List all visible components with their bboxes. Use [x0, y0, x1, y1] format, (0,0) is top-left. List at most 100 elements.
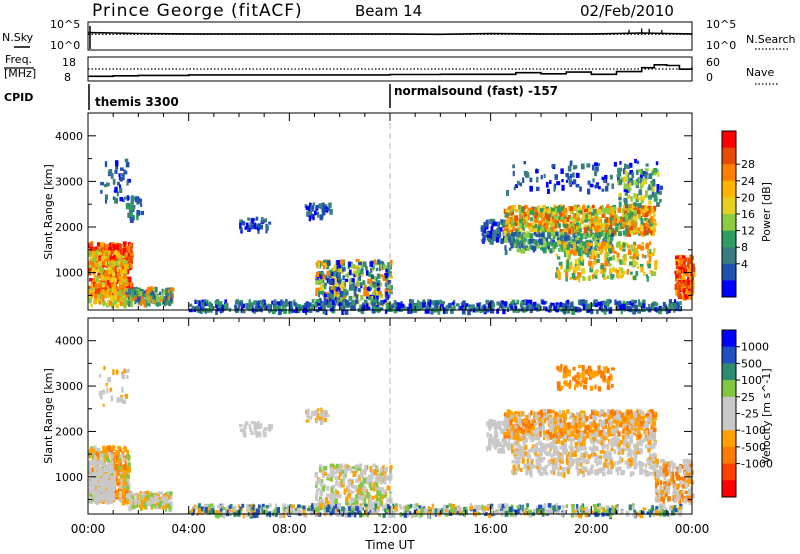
velocity-cell	[150, 492, 154, 497]
power-cell	[368, 281, 373, 288]
velocity-cell	[165, 495, 168, 501]
power-cell	[611, 183, 614, 189]
power-cell	[220, 309, 225, 313]
power-cell	[591, 251, 594, 258]
power-cell	[630, 180, 634, 185]
power-cell	[385, 307, 390, 311]
power-cell	[508, 224, 512, 229]
velocity-cell	[122, 446, 127, 451]
power-cell	[577, 206, 581, 213]
power-cell	[366, 306, 371, 310]
power-cell	[107, 268, 112, 275]
power-cell	[619, 259, 622, 265]
power-cell	[320, 261, 324, 267]
power-cell	[502, 302, 505, 308]
power-cell	[575, 183, 580, 188]
velocity-cell	[125, 369, 130, 374]
power-cell	[611, 246, 615, 253]
velocity-cell	[371, 495, 375, 500]
power-cell	[130, 281, 133, 288]
velocity-cell	[111, 464, 114, 470]
power-cell	[675, 274, 679, 278]
power-cell	[517, 235, 522, 240]
power-cell	[523, 219, 526, 225]
velocity-cell	[354, 464, 359, 468]
power-cell	[357, 288, 361, 292]
power-cell	[623, 254, 626, 259]
power-cell	[317, 262, 320, 268]
power-cell	[571, 181, 575, 185]
power-cell	[535, 234, 538, 238]
power-cell	[257, 300, 261, 305]
power-cell	[652, 230, 656, 236]
power-cell	[102, 267, 105, 272]
power-cell	[554, 174, 558, 180]
power-cell	[653, 222, 657, 226]
power-cell	[630, 220, 634, 226]
velocity-cell	[342, 472, 345, 477]
power-cell	[611, 255, 615, 261]
power-cell	[651, 189, 655, 196]
power-cell	[499, 302, 503, 309]
velocity-cell	[325, 413, 330, 418]
velocity-cell	[380, 476, 383, 481]
power-cell	[564, 269, 569, 273]
velocity-cell	[330, 503, 335, 507]
power-cell	[619, 161, 622, 165]
power-cell	[350, 305, 355, 310]
power-cell	[315, 292, 318, 297]
velocity-cell	[92, 459, 96, 465]
power-cell	[310, 213, 314, 220]
power-cell	[551, 207, 555, 212]
power-cell	[632, 305, 635, 309]
power-cell	[519, 214, 522, 220]
power-cell	[338, 279, 342, 286]
power-cell	[601, 248, 604, 254]
power-cell	[577, 222, 580, 227]
power-cell	[139, 300, 142, 307]
velocity-cell	[102, 483, 106, 489]
velocity-cell	[240, 506, 243, 511]
power-cell	[104, 161, 108, 168]
velocity-cell	[347, 485, 350, 490]
power-cell	[113, 294, 117, 300]
power-cell	[628, 261, 633, 266]
power-cell	[462, 300, 466, 305]
power-cell	[385, 296, 389, 301]
power-cell	[486, 231, 490, 235]
power-cell	[563, 238, 567, 242]
velocity-cell	[318, 467, 322, 472]
velocity-cell	[382, 513, 386, 518]
power-cell	[637, 205, 641, 212]
power-cell	[652, 212, 656, 217]
power-cell	[605, 251, 609, 257]
power-cell	[648, 173, 653, 179]
power-cell	[647, 211, 650, 216]
power-cell	[688, 290, 693, 295]
power-cell	[677, 255, 682, 260]
power-cell	[519, 205, 522, 211]
power-cell	[252, 301, 257, 305]
power-cell	[468, 306, 473, 310]
power-cell	[559, 247, 563, 252]
power-cell	[274, 305, 279, 310]
power-cell	[127, 260, 131, 264]
power-cell	[597, 242, 602, 247]
velocity-cell	[120, 398, 123, 403]
power-cell	[351, 286, 355, 291]
power-cell	[547, 218, 551, 224]
power-cell	[131, 195, 135, 201]
velocity-cell	[121, 371, 124, 377]
power-cell	[589, 255, 592, 260]
freq-series	[88, 64, 693, 78]
velocity-cell	[113, 471, 116, 477]
power-cell	[635, 197, 640, 203]
power-cell	[510, 208, 513, 213]
power-cell	[353, 307, 356, 311]
power-cell	[581, 259, 585, 265]
power-cell	[124, 254, 128, 259]
power-cell	[256, 301, 259, 306]
power-cell	[311, 206, 314, 212]
power-cell	[382, 275, 387, 281]
power-cell	[434, 301, 439, 307]
